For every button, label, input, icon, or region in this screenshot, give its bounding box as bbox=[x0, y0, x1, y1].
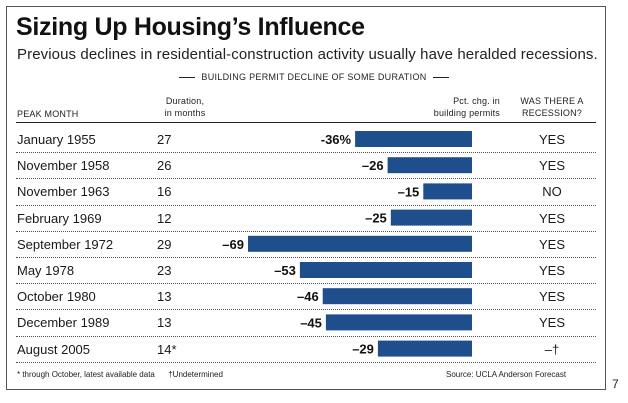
row-peak-month: September 1972 bbox=[17, 236, 114, 252]
chart-subtitle: Previous declines in residential-constru… bbox=[17, 46, 598, 63]
row-divider bbox=[16, 204, 596, 206]
row-divider bbox=[16, 361, 596, 363]
bar-value-label: –46 bbox=[297, 289, 319, 304]
chart-title: Sizing Up Housing’s Influence bbox=[16, 13, 365, 41]
row-peak-month: October 1980 bbox=[17, 289, 96, 305]
row-divider bbox=[16, 178, 596, 180]
section-dash-right bbox=[432, 77, 449, 79]
bar-4 bbox=[390, 209, 472, 226]
row-duration: 13 bbox=[157, 315, 172, 331]
column-header-duration-line1: Duration, bbox=[165, 96, 205, 106]
column-header-duration: Duration, in months bbox=[150, 95, 220, 119]
section-label: BUILDING PERMIT DECLINE OF SOME DURATION bbox=[201, 72, 427, 82]
bar-1 bbox=[355, 131, 472, 147]
row-duration: 27 bbox=[157, 132, 172, 147]
footnote-left: * through October, latest available data… bbox=[17, 370, 223, 379]
section-label-row: BUILDING PERMIT DECLINE OF SOME DURATION bbox=[0, 72, 628, 82]
column-header-recession-line1: WAS THERE A bbox=[520, 96, 584, 106]
footnote-asterisk: * through October, latest available data bbox=[17, 370, 155, 379]
column-header-duration-line2: in months bbox=[164, 108, 206, 118]
row-peak-month: January 1955 bbox=[17, 132, 96, 147]
row-divider bbox=[16, 230, 596, 232]
column-header-recession-line2: RECESSION? bbox=[521, 108, 583, 118]
row-divider bbox=[16, 335, 596, 337]
row-duration: 16 bbox=[157, 184, 172, 200]
row-peak-month: November 1958 bbox=[17, 158, 110, 174]
row-duration: 23 bbox=[157, 263, 172, 278]
bar-2 bbox=[387, 157, 472, 174]
row-divider bbox=[16, 283, 596, 285]
row-divider bbox=[16, 309, 596, 311]
row-peak-month: December 1989 bbox=[17, 315, 110, 331]
bar-value-label: –25 bbox=[365, 211, 387, 226]
column-header-peak-month: PEAK MONTH bbox=[17, 109, 79, 119]
row-peak-month: November 1963 bbox=[17, 184, 110, 200]
bar-value-label: -36% bbox=[321, 132, 352, 147]
row-peak-month: February 1969 bbox=[17, 210, 102, 226]
bar-5 bbox=[248, 235, 472, 252]
bar-7 bbox=[322, 288, 472, 305]
row-duration: 26 bbox=[157, 158, 172, 174]
row-recession: –† bbox=[544, 341, 560, 357]
bar-value-label: –53 bbox=[274, 263, 296, 278]
header-rule bbox=[16, 122, 596, 123]
bar-9 bbox=[377, 340, 472, 357]
row-divider bbox=[16, 152, 596, 154]
row-divider bbox=[16, 257, 596, 258]
bar-value-label: –45 bbox=[300, 315, 322, 330]
bar-6 bbox=[299, 262, 472, 278]
page-number: 7 bbox=[612, 377, 619, 391]
row-peak-month: May 1978 bbox=[17, 263, 75, 278]
footnote-dagger: †Undetermined bbox=[168, 370, 223, 379]
row-peak-month: August 2005 bbox=[17, 341, 91, 357]
row-recession: YES bbox=[538, 263, 565, 278]
bar-value-label: –29 bbox=[352, 342, 374, 357]
section-dash-left bbox=[179, 77, 196, 79]
row-recession: YES bbox=[538, 132, 565, 147]
row-recession: NO bbox=[542, 184, 562, 200]
bar-value-label: –15 bbox=[398, 184, 420, 199]
chart-frame bbox=[6, 6, 606, 390]
row-recession: YES bbox=[538, 315, 565, 331]
bar-value-label: –26 bbox=[362, 158, 384, 173]
source-note: Source: UCLA Anderson Forecast bbox=[446, 370, 567, 379]
row-duration: 13 bbox=[157, 289, 172, 305]
row-duration: 14* bbox=[157, 341, 177, 357]
row-duration: 29 bbox=[157, 236, 172, 252]
column-header-pct-change: Pct. chg. in building permits bbox=[420, 95, 500, 119]
row-recession: YES bbox=[538, 289, 565, 305]
row-recession: YES bbox=[538, 210, 565, 226]
bar-value-label: –69 bbox=[222, 237, 244, 252]
row-recession: YES bbox=[538, 236, 565, 252]
bar-8 bbox=[325, 314, 472, 331]
column-header-recession: WAS THERE A RECESSION? bbox=[512, 95, 592, 119]
column-header-pct-line1: Pct. chg. in bbox=[453, 96, 500, 106]
column-header-pct-line2: building permits bbox=[433, 108, 500, 118]
row-recession: YES bbox=[538, 158, 565, 174]
bar-3 bbox=[423, 183, 472, 200]
row-duration: 12 bbox=[157, 210, 172, 226]
